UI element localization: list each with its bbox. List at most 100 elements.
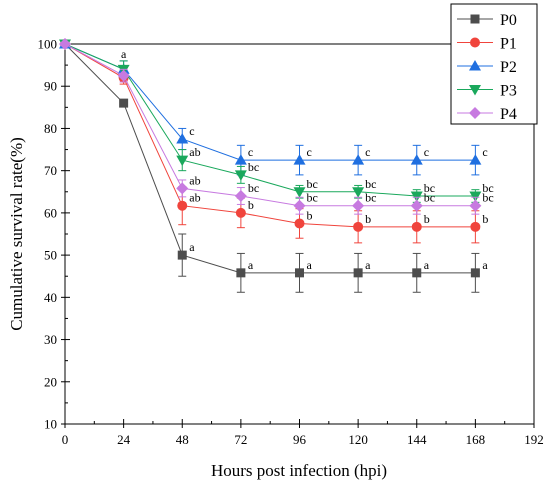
- x-tick-label: 192: [524, 432, 544, 447]
- legend-marker: [470, 37, 480, 48]
- significance-label: bc: [248, 181, 259, 195]
- legend-item-P4: P4: [457, 106, 517, 123]
- y-axis: 10 20 30 40 50 60 70 80 90 100: [38, 37, 70, 432]
- legend-item-P2: P2: [457, 59, 517, 76]
- data-point: [470, 268, 480, 278]
- x-tick-label: 24: [117, 432, 131, 447]
- data-point: [234, 190, 247, 202]
- x-axis: 0 24 48 72 96 120 144 168 192: [62, 419, 544, 447]
- data-point: [293, 199, 306, 212]
- data-point: [410, 199, 423, 212]
- data-point: [176, 182, 189, 195]
- data-point: [469, 191, 482, 202]
- legend-marker: [470, 14, 480, 24]
- significance-label: a: [189, 240, 195, 254]
- series-line: [64, 43, 476, 207]
- y-tick-label: 70: [44, 163, 57, 178]
- x-tick-label: 72: [234, 432, 247, 447]
- legend-label: P4: [500, 106, 517, 123]
- data-point: [234, 154, 247, 165]
- significance-label: a: [424, 258, 430, 272]
- data-point: [352, 154, 365, 165]
- significance-label: b: [365, 212, 371, 226]
- legend-marker: [469, 107, 481, 119]
- significance-label: c: [307, 145, 312, 159]
- significance-label: a: [365, 258, 371, 272]
- significance-label: a: [482, 258, 488, 272]
- significance-label: a: [121, 47, 127, 61]
- significance-label: b: [482, 212, 488, 226]
- significance-label: b: [248, 198, 254, 212]
- series-line: [64, 43, 476, 274]
- significance-label: bc: [248, 160, 259, 174]
- data-point: [119, 98, 129, 108]
- significance-label: bc: [424, 181, 435, 195]
- significance-label: b: [424, 212, 430, 226]
- y-tick-label: 20: [44, 374, 57, 389]
- y-tick-label: 80: [44, 121, 57, 136]
- significance-label: ab: [189, 191, 200, 205]
- significance-label: a: [307, 258, 313, 272]
- significance-label: bc: [482, 191, 493, 205]
- data-point: [293, 154, 306, 165]
- series-line: [64, 43, 476, 228]
- significance-label: c: [248, 145, 253, 159]
- legend-label: P2: [500, 59, 517, 76]
- y-tick-label: 90: [44, 79, 57, 94]
- significance-label: bc: [365, 191, 376, 205]
- significance-label: bc: [307, 191, 318, 205]
- data-point: [293, 187, 306, 198]
- data-point: [59, 38, 71, 50]
- data-point: [469, 199, 482, 212]
- data-point: [410, 191, 423, 202]
- significance-label: c: [365, 145, 370, 159]
- data-point: [352, 187, 365, 198]
- y-tick-label: 30: [44, 332, 57, 347]
- data-point: [294, 218, 305, 229]
- y-axis-title: Cumulative survival rate(%): [7, 137, 26, 331]
- data-point: [117, 69, 130, 82]
- y-tick-label: 100: [38, 37, 58, 52]
- significance-label: bc: [424, 191, 435, 205]
- significance-label: bc: [482, 181, 493, 195]
- series-line: [64, 43, 476, 197]
- legend-label: P1: [500, 36, 517, 53]
- data-point: [235, 207, 246, 218]
- legend-item-P3: P3: [457, 83, 517, 100]
- x-tick-label: 168: [466, 432, 486, 447]
- data-point: [236, 268, 246, 278]
- x-tick-label: 0: [62, 432, 69, 447]
- data-point: [410, 154, 423, 165]
- y-tick-label: 10: [44, 417, 57, 432]
- data-point: [234, 170, 247, 181]
- y-tick-label: 40: [44, 290, 57, 305]
- legend-item-P1: P1: [457, 36, 517, 53]
- legend-marker: [469, 60, 481, 71]
- x-tick-label: 120: [348, 432, 368, 447]
- x-tick-label: 96: [293, 432, 307, 447]
- y-tick-label: 50: [44, 248, 57, 263]
- data-point: [412, 268, 422, 278]
- x-tick-label: 144: [407, 432, 427, 447]
- significance-label: c: [189, 124, 194, 138]
- significance-label: ab: [189, 145, 200, 159]
- data-point: [469, 154, 482, 165]
- legend-box: [450, 3, 538, 125]
- significance-label: c: [482, 145, 487, 159]
- legend-label: P3: [500, 83, 517, 100]
- data-point: [176, 133, 189, 144]
- series-line: [64, 43, 476, 161]
- significance-label: ab: [189, 173, 200, 187]
- data-point: [352, 199, 365, 212]
- significance-label: bc: [365, 177, 376, 191]
- significance-label: b: [307, 208, 313, 222]
- y-tick-label: 60: [44, 205, 57, 220]
- data-point: [177, 200, 188, 211]
- x-axis-title: Hours post infection (hpi): [211, 461, 387, 480]
- legend-item-P0: P0: [457, 12, 517, 29]
- legend-marker: [469, 85, 481, 96]
- data-point: [177, 250, 187, 260]
